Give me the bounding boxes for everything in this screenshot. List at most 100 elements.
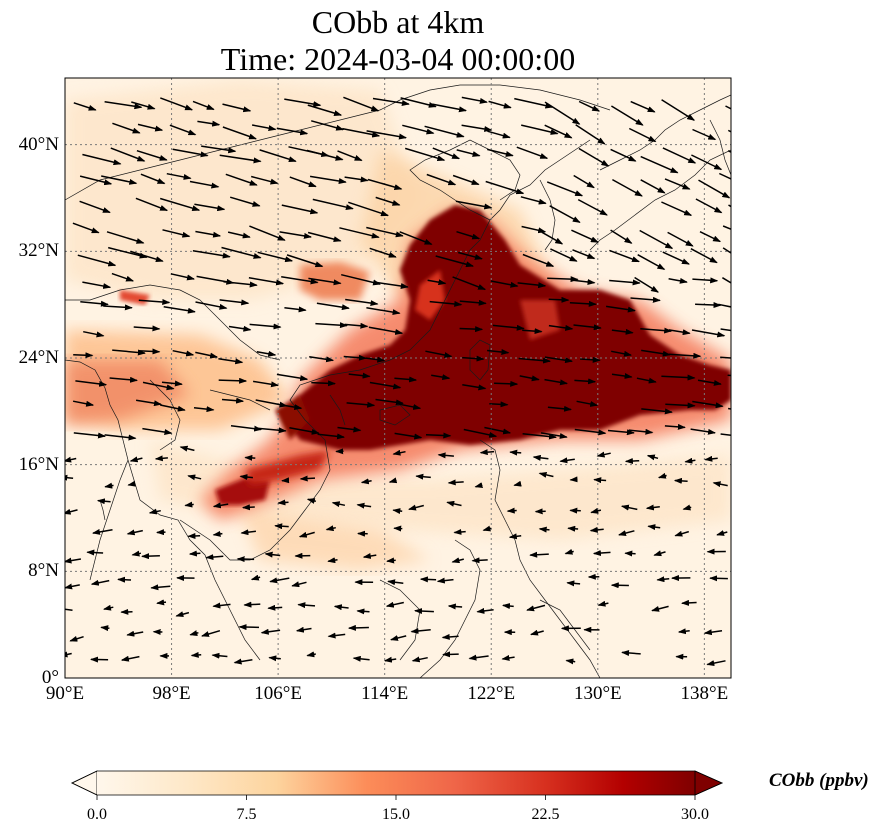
wind-arrow bbox=[308, 277, 342, 286]
wind-arrow bbox=[65, 508, 78, 515]
wind-arrow bbox=[159, 197, 201, 212]
wind-arrow bbox=[348, 201, 389, 217]
wind-arrow bbox=[344, 322, 369, 329]
wind-arrow bbox=[387, 579, 404, 586]
wind-arrow bbox=[532, 454, 549, 461]
wind-arrow bbox=[195, 351, 219, 359]
wind-arrow bbox=[722, 225, 731, 231]
wind-arrow bbox=[127, 480, 136, 487]
wind-arrow bbox=[425, 432, 452, 439]
wind-arrow bbox=[117, 576, 132, 583]
wind-arrow bbox=[547, 405, 572, 412]
wind-arrow bbox=[566, 580, 581, 587]
wind-arrow bbox=[166, 172, 192, 180]
wind-arrow bbox=[221, 397, 245, 404]
wind-arrow bbox=[249, 225, 286, 241]
map-frame bbox=[64, 77, 732, 679]
wind-arrow bbox=[682, 504, 692, 511]
wind-arrow bbox=[286, 254, 324, 268]
wind-arrow bbox=[620, 504, 638, 511]
wind-arrow bbox=[662, 147, 697, 164]
wind-arrow bbox=[346, 401, 376, 408]
wind-arrow bbox=[546, 181, 584, 197]
wind-arrow bbox=[521, 124, 559, 135]
wind-arrow bbox=[162, 229, 191, 238]
wind-arrow bbox=[529, 551, 549, 558]
wind-arrow bbox=[709, 575, 728, 582]
wind-arrow bbox=[437, 452, 454, 459]
wind-arrow bbox=[80, 300, 109, 307]
wind-arrow bbox=[160, 404, 186, 412]
wind-arrow bbox=[569, 476, 578, 483]
wind-arrow bbox=[79, 175, 113, 186]
wind-arrow bbox=[110, 147, 146, 162]
wind-arrow bbox=[639, 229, 674, 250]
wind-arrow bbox=[299, 475, 316, 482]
lat-tick-label: 0° bbox=[41, 667, 59, 688]
colorbar-label: CObb (ppbv) bbox=[769, 770, 869, 791]
wind-arrow bbox=[388, 477, 398, 484]
wind-arrow bbox=[104, 482, 114, 489]
wind-arrow bbox=[311, 120, 345, 131]
wind-arrow bbox=[684, 457, 696, 464]
map-area bbox=[65, 78, 731, 678]
colorbar-extend-max bbox=[694, 770, 723, 796]
wind-arrow bbox=[170, 273, 195, 281]
wind-arrow bbox=[201, 145, 237, 154]
wind-arrow bbox=[487, 348, 510, 355]
wind-arrow bbox=[575, 124, 606, 145]
wind-arrow bbox=[640, 155, 679, 174]
wind-arrow bbox=[367, 178, 403, 190]
wind-arrow bbox=[83, 330, 105, 338]
wind-arrow bbox=[189, 630, 199, 636]
wind-arrow bbox=[692, 277, 719, 284]
wind-arrow bbox=[628, 428, 654, 435]
wind-arrow bbox=[695, 302, 722, 309]
wind-arrow bbox=[130, 250, 164, 263]
wind-arrow bbox=[548, 324, 574, 331]
wind-arrow bbox=[695, 198, 723, 214]
wind-arrow bbox=[239, 474, 253, 481]
wind-arrow bbox=[435, 255, 474, 268]
wind-arrow bbox=[345, 298, 379, 307]
wind-arrow bbox=[646, 454, 659, 461]
wind-arrow bbox=[69, 635, 84, 642]
wind-arrow bbox=[172, 349, 195, 357]
wind-arrow bbox=[337, 426, 362, 433]
wind-arrow bbox=[462, 355, 485, 362]
wind-arrow bbox=[611, 328, 634, 335]
wind-arrow bbox=[205, 554, 224, 561]
wind-arrow bbox=[138, 348, 161, 355]
wind-arrow bbox=[667, 231, 694, 247]
wind-arrow bbox=[662, 251, 690, 265]
wind-arrow bbox=[316, 302, 350, 311]
wind-arrow bbox=[383, 656, 397, 663]
wind-arrow bbox=[179, 445, 195, 452]
wind-arrow bbox=[399, 231, 433, 245]
wind-arrow bbox=[425, 350, 453, 358]
wind-arrow bbox=[137, 123, 164, 132]
wind-arrow bbox=[436, 577, 454, 584]
wind-arrow bbox=[474, 482, 484, 489]
wind-arrow bbox=[502, 603, 514, 610]
wind-arrow bbox=[718, 172, 731, 180]
wind-arrow bbox=[192, 100, 215, 111]
wind-arrow bbox=[570, 278, 596, 285]
wind-arrow bbox=[218, 377, 248, 384]
wind-arrow bbox=[605, 305, 636, 313]
wind-arrow bbox=[281, 477, 290, 484]
wind-arrow bbox=[112, 349, 146, 356]
wind-arrow bbox=[317, 433, 345, 440]
lat-tick-label: 8°N bbox=[28, 560, 59, 582]
wind-arrow bbox=[160, 97, 194, 111]
wind-arrow bbox=[390, 635, 407, 641]
wind-arrow bbox=[610, 229, 633, 244]
wind-arrow bbox=[222, 103, 252, 113]
wind-arrow bbox=[410, 627, 431, 634]
wind-arrow bbox=[337, 150, 363, 162]
wind-arrow bbox=[674, 530, 690, 537]
wind-arrow bbox=[194, 203, 226, 212]
wind-arrow bbox=[306, 149, 344, 161]
wind-arrow bbox=[597, 600, 609, 607]
wind-arrow bbox=[664, 423, 686, 430]
